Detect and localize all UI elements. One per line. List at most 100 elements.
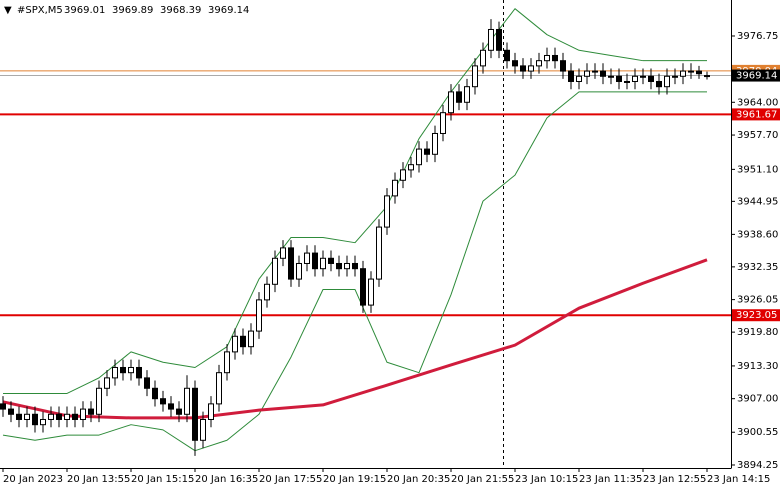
candle-body [424,148,430,155]
candle-body [232,335,238,353]
open: 3969.01 [64,5,105,16]
x-tick-label: 20 Jan 15:15 [131,474,194,485]
candle-body [392,179,398,197]
candle-body [128,366,134,374]
candle-body [208,403,214,420]
candle-body [64,413,70,420]
candle-body [384,195,390,228]
candle-body [160,398,166,405]
candle-body [472,65,478,88]
candle-body [448,91,454,114]
candle-body [328,257,334,264]
y-tick-label: 3957.70 [737,130,778,141]
y-tick-label: 3894.25 [737,460,778,471]
candle-body [608,75,614,78]
candle-body [656,80,662,88]
candle-body [440,112,446,134]
candle-body [352,262,358,270]
candle-body [312,252,318,270]
x-tick-label: 20 Jan 2023 [3,474,63,485]
moving-average [2,258,708,420]
x-tick-label: 20 Jan 21:55 [451,474,514,485]
candle-body [304,252,310,264]
candle-body [376,226,382,280]
candle-body [552,54,558,62]
candle-body [8,408,14,415]
candle-body [112,366,118,379]
candle-body [336,262,342,270]
candle-body [600,70,606,77]
candle-body [40,418,46,426]
candle-body [0,403,6,410]
candle-body [96,387,102,415]
candle-body [672,75,678,78]
candle-body [248,330,254,348]
dropdown-icon[interactable]: ▼ [4,5,12,16]
candle-body [176,408,182,415]
candle-body [632,75,638,82]
candle-body [616,75,622,82]
candle-body [48,413,54,420]
bollinger-lower [2,91,707,452]
price-label: 3969.14 [736,71,777,82]
low: 3968.39 [160,5,201,16]
y-tick-label: 3907.00 [737,394,778,405]
candle-body [504,49,510,62]
candle-body [16,413,22,420]
candle-body [568,70,574,82]
candle-body [136,366,142,379]
candle-body [224,351,230,374]
y-tick-label: 3919.80 [737,327,778,338]
x-tick-label: 23 Jan 11:35 [579,474,642,485]
candle-body [296,262,302,280]
candle-body [576,75,582,82]
price-label-box [732,69,780,82]
level-label: 3961.67 [736,109,777,120]
y-tick-label: 3964.00 [737,97,778,108]
candle-body [592,70,598,73]
candle-body [168,403,174,410]
candle-body [80,408,86,420]
high: 3969.89 [112,5,153,16]
y-tick-label: 3932.35 [737,262,778,273]
candle-body [240,335,246,348]
candle-body [144,377,150,389]
candle-body [536,60,542,67]
candle-body [152,387,158,400]
candle-body [696,70,702,75]
candle-body [344,262,350,270]
x-tick-label: 23 Jan 12:55 [643,474,706,485]
candle-body [624,80,630,83]
candle-body [408,164,414,171]
candle-body [544,54,550,62]
candle-body [320,257,326,270]
candle-body [184,387,190,415]
candle-body [88,408,94,415]
y-tick-label: 3926.05 [737,295,778,306]
level-label-box [732,108,780,121]
candle-body [280,247,286,259]
level-label: 3923.05 [736,310,777,321]
candle-body [264,283,270,301]
y-tick-label: 3944.95 [737,196,778,207]
candle-body [584,70,590,77]
x-tick-label: 20 Jan 17:55 [259,474,322,485]
candle-body [528,65,534,72]
candle-body [648,75,654,82]
x-tick-label: 20 Jan 19:15 [323,474,386,485]
candle-body [360,268,366,306]
y-tick-label: 3951.10 [737,164,778,175]
candle-body [496,28,502,51]
y-tick-label: 3900.55 [737,427,778,438]
candle-body [680,70,686,77]
x-tick-label: 20 Jan 13:55 [67,474,130,485]
y-tick-label: 3938.60 [737,229,778,240]
candle-body [664,75,670,88]
bollinger-upper [3,8,707,394]
candle-body [24,413,30,420]
candle-body [512,60,518,67]
symbol: #SPX,M5 [17,5,63,16]
candle-body [256,299,262,332]
candle-body [368,278,374,306]
